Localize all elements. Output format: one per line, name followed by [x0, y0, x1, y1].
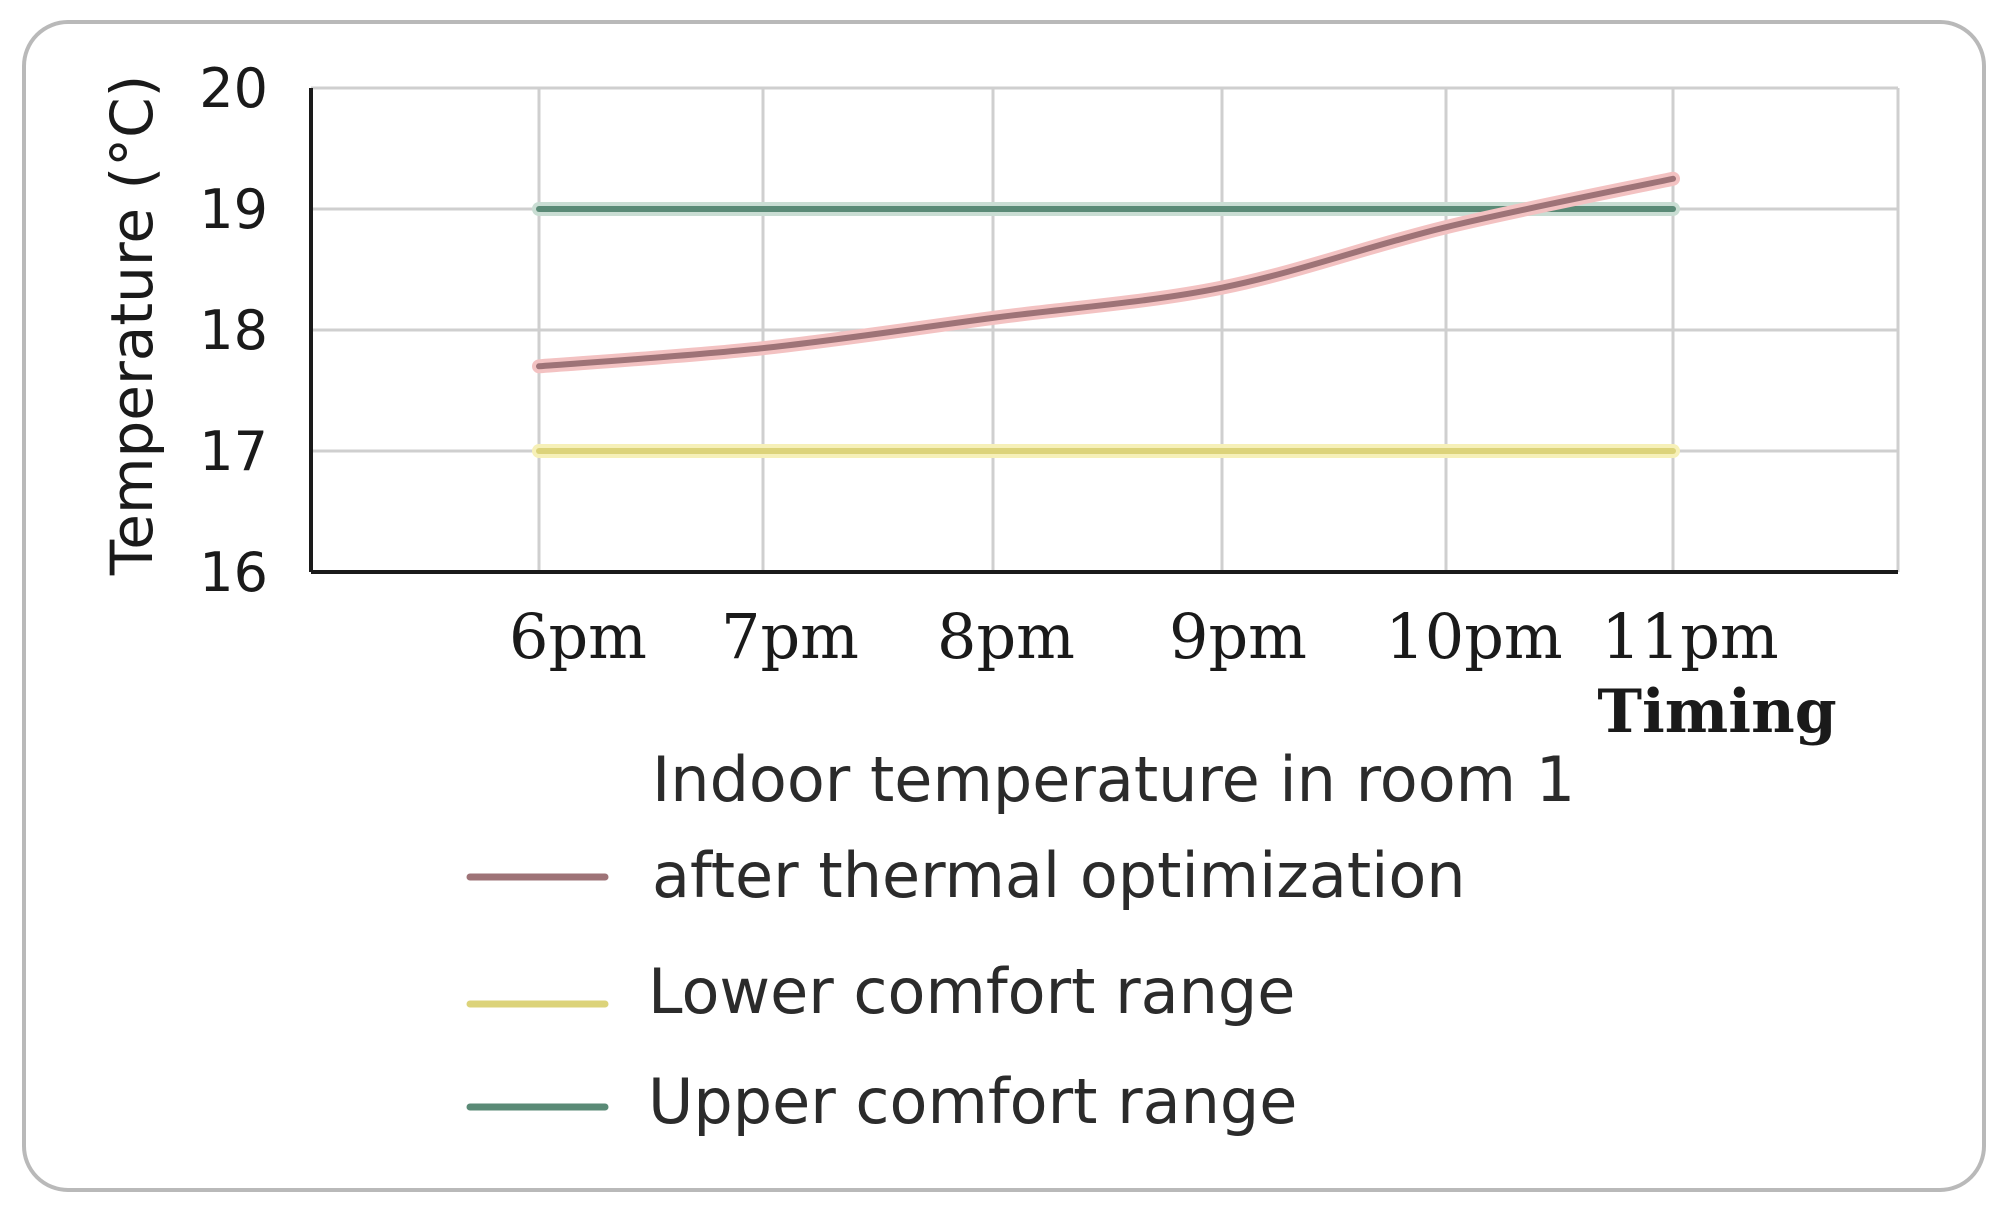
grid-lines: [311, 86, 1900, 572]
series-line-indoor-temperature: [536, 175, 1676, 370]
x-axis-title: Timing: [1597, 677, 1836, 747]
legend-label-indoor-temperature-line-2: after thermal optimization: [652, 839, 1466, 912]
x-tick-label: 10pm: [1385, 600, 1562, 673]
y-tick-label: 19: [199, 178, 268, 241]
legend-label-upper-comfort-range: Upper comfort range: [648, 1065, 1297, 1138]
legend-label-indoor-temperature-line-1: Indoor temperature in room 1: [652, 743, 1575, 816]
y-tick-labels: 16 17 18 19 20: [199, 57, 268, 604]
axes: [309, 88, 1898, 574]
legend-label-lower-comfort-range: Lower comfort range: [648, 955, 1295, 1028]
y-tick-label: 17: [199, 420, 268, 483]
x-tick-label: 8pm: [937, 600, 1075, 673]
x-tick-labels: 6pm 7pm 8pm 9pm 10pm 11pm: [509, 600, 1779, 673]
y-tick-label: 18: [199, 299, 268, 362]
y-tick-label: 20: [199, 57, 268, 120]
x-tick-label: 7pm: [721, 600, 859, 673]
y-axis-title: Temperature (°C): [98, 75, 166, 577]
legend-item-lower-comfort-range: Lower comfort range: [466, 955, 1295, 1028]
y-tick-label: 16: [199, 541, 268, 604]
legend-item-indoor-temperature: Indoor temperature in room 1 after therm…: [466, 743, 1575, 912]
x-tick-label: 11pm: [1601, 600, 1778, 673]
x-tick-label: 9pm: [1169, 600, 1307, 673]
legend: Indoor temperature in room 1 after therm…: [466, 743, 1575, 1138]
x-tick-label: 6pm: [509, 600, 647, 673]
legend-item-upper-comfort-range: Upper comfort range: [466, 1065, 1297, 1138]
series-lines: [532, 171, 1680, 459]
